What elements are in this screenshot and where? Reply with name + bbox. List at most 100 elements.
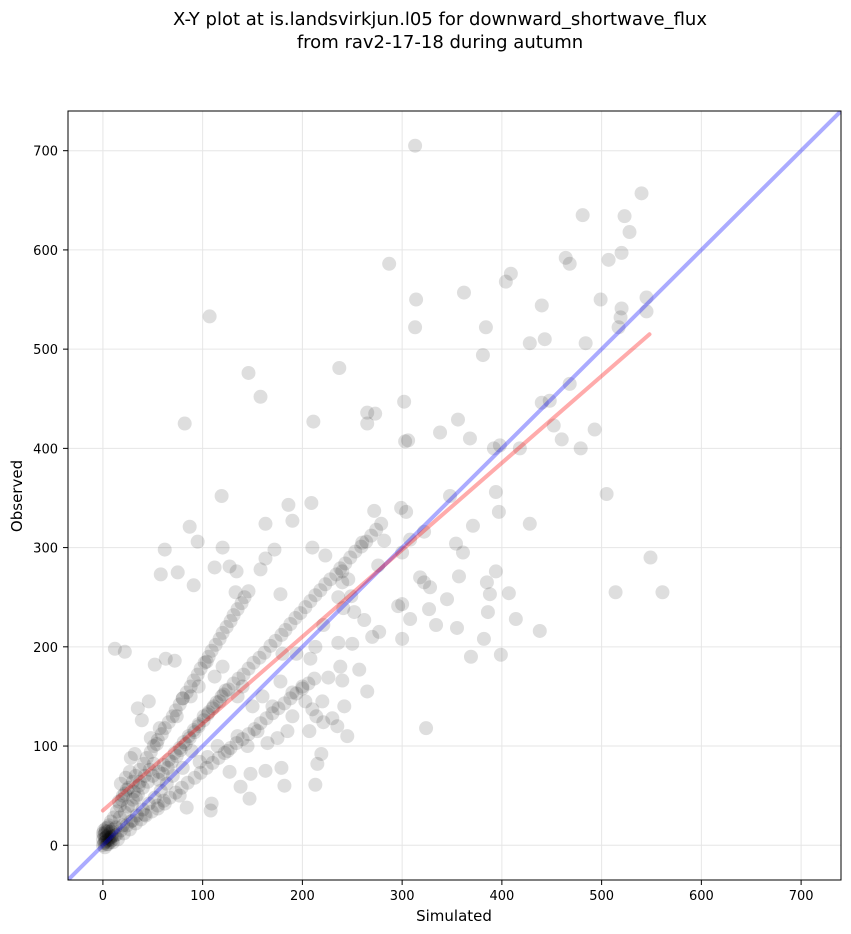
scatter-point: [212, 694, 227, 709]
scatter-point: [182, 731, 197, 746]
scatter-point: [255, 689, 270, 704]
scatter-point: [123, 814, 138, 829]
scatter-point: [491, 504, 506, 519]
scatter-point: [187, 770, 202, 785]
scatter-point: [305, 702, 320, 717]
scatter-point: [401, 433, 416, 448]
scatter-point: [161, 752, 176, 767]
scatter-point: [222, 764, 237, 779]
scatter-point: [313, 583, 328, 598]
scatter-point: [542, 393, 557, 408]
scatter-point: [359, 534, 374, 549]
scatter-point: [125, 774, 140, 789]
scatter-point: [408, 320, 423, 335]
scatter-point: [593, 292, 608, 307]
scatter-point: [128, 768, 143, 783]
scatter-point: [332, 360, 347, 375]
scatter-point: [293, 606, 308, 621]
scatter-point: [154, 727, 169, 742]
scatter-point: [96, 836, 111, 851]
scatter-point: [309, 709, 324, 724]
scatter-point: [289, 686, 304, 701]
scatter-point: [355, 535, 370, 550]
y-tick-label: 500: [33, 343, 58, 358]
scatter-point: [102, 835, 117, 850]
scatter-point: [243, 766, 258, 781]
scatter-point: [611, 320, 626, 335]
scatter-point: [172, 697, 187, 712]
scatter-point: [103, 824, 118, 839]
scatter-point: [476, 631, 491, 646]
scatter-point: [135, 780, 150, 795]
scatter-point: [192, 754, 207, 769]
scatter-point: [230, 729, 245, 744]
scatter-point: [140, 774, 155, 789]
scatter-point: [124, 798, 139, 813]
scatter-point: [103, 814, 118, 829]
scatter-point: [229, 564, 244, 579]
scatter-point: [142, 762, 157, 777]
scatter-point: [281, 497, 296, 512]
scatter-point: [168, 703, 183, 718]
scatter-point: [136, 756, 151, 771]
scatter-point: [316, 617, 331, 632]
scatter-point: [99, 837, 114, 852]
scatter-point: [159, 776, 174, 791]
scatter-point: [127, 746, 142, 761]
scatter-point: [344, 589, 359, 604]
scatter-point: [263, 638, 278, 653]
scatter-point: [229, 736, 244, 751]
scatter-point: [196, 709, 211, 724]
scatter-point: [130, 701, 145, 716]
scatter-point: [303, 651, 318, 666]
scatter-point: [143, 744, 158, 759]
y-tick-label: 300: [33, 542, 58, 557]
scatter-point: [573, 441, 588, 456]
scatter-point: [133, 812, 148, 827]
scatter-point: [146, 756, 161, 771]
scatter-point: [367, 503, 382, 518]
scatter-point: [141, 796, 156, 811]
scatter-point: [219, 619, 234, 634]
scatter-point: [130, 787, 145, 802]
scatter-point: [413, 570, 428, 585]
scatter-point: [399, 504, 414, 519]
scatter-point: [599, 487, 614, 502]
scatter-point: [271, 701, 286, 716]
scatter-point: [259, 711, 274, 726]
scatter-point: [252, 650, 267, 665]
scatter-point: [508, 612, 523, 627]
scatter-point: [138, 808, 153, 823]
scatter-point: [450, 412, 465, 427]
scatter-point: [429, 617, 444, 632]
chart-subtitle: from rav2-17-18 during autumn: [297, 32, 583, 53]
scatter-point: [241, 365, 256, 380]
scatter-point: [639, 304, 654, 319]
scatter-point: [307, 671, 322, 686]
scatter-point: [203, 803, 218, 818]
chart-title: X-Y plot at is.landsvirkjun.l05 for down…: [173, 9, 707, 30]
scatter-point: [170, 565, 185, 580]
scatter-point: [371, 558, 386, 573]
scatter-point: [179, 800, 194, 815]
scatter-point: [451, 569, 466, 584]
scatter-point: [102, 832, 117, 847]
scatter-point: [395, 545, 410, 560]
scatter-point: [98, 830, 113, 845]
scatter-point: [118, 770, 133, 785]
scatter-point: [104, 829, 119, 844]
scatter-point: [315, 694, 330, 709]
scatter-point: [199, 760, 214, 775]
scatter-point: [403, 532, 418, 547]
scatter-point: [285, 709, 300, 724]
scatter-point: [98, 821, 113, 836]
scatter-point: [179, 685, 194, 700]
scatter-point: [112, 810, 127, 825]
scatter-point: [228, 585, 243, 600]
scatter-point: [295, 679, 310, 694]
scatter-point: [275, 646, 290, 661]
scatter-point: [303, 594, 318, 609]
scatter-point: [240, 739, 255, 754]
scatter-point: [242, 791, 257, 806]
scatter-point: [95, 838, 110, 853]
